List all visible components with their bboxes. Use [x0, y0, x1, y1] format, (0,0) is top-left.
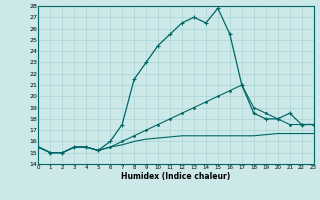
X-axis label: Humidex (Indice chaleur): Humidex (Indice chaleur)	[121, 172, 231, 181]
